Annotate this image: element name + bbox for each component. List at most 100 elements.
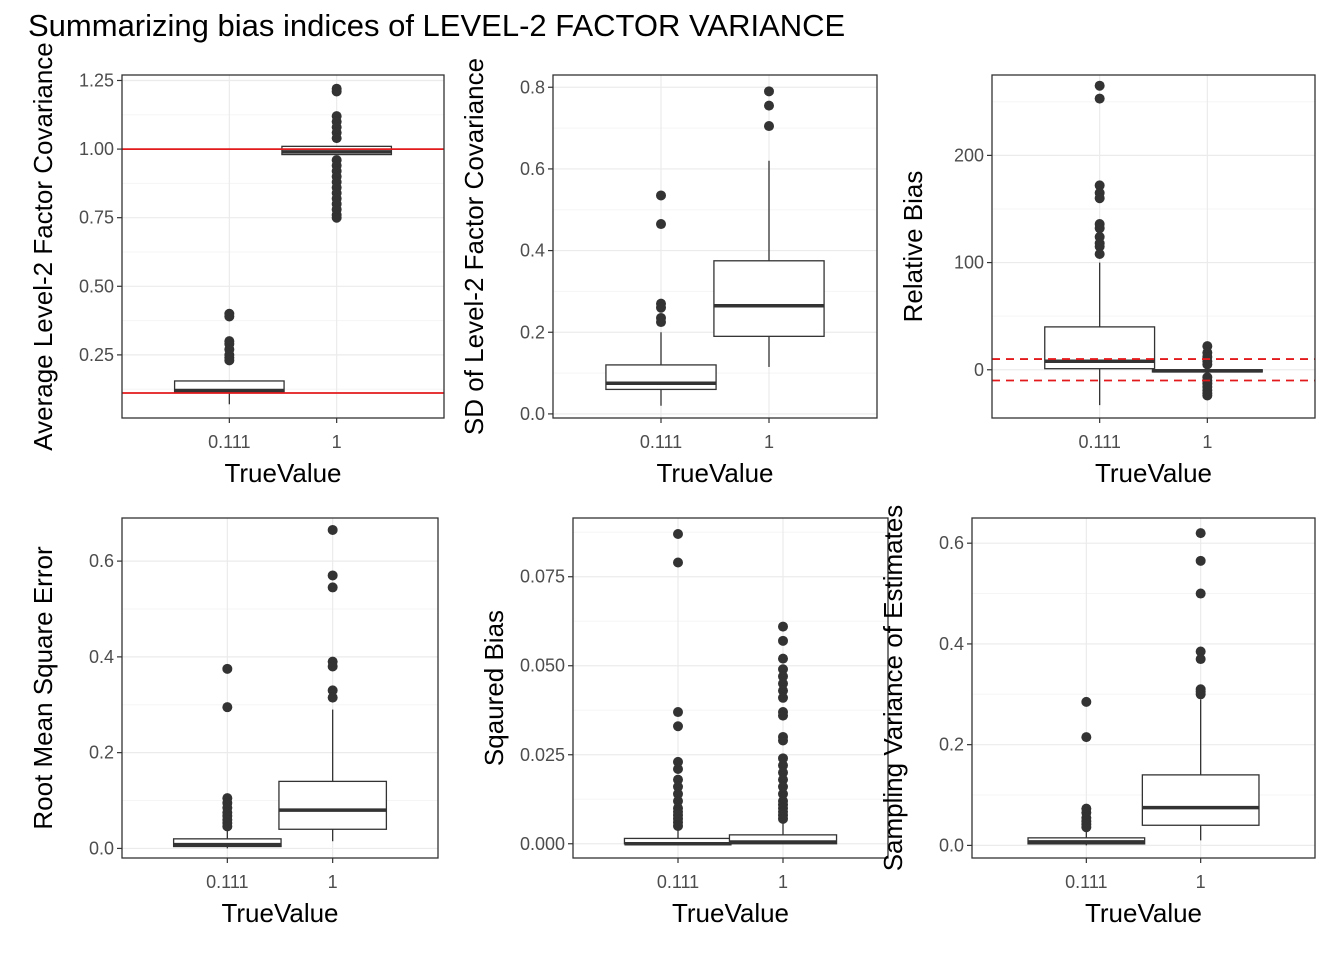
- y-tick-label: 0.2: [939, 735, 964, 755]
- outlier-point: [222, 702, 233, 713]
- outlier-point: [673, 796, 683, 807]
- plot-panel-5: 0.000 0.025 0.050 0.075 0.111 1 TrueValue Sqaur…: [479, 517, 889, 928]
- outlier-point: [673, 774, 683, 785]
- outlier-point: [764, 121, 774, 132]
- x-tick-label: 1: [764, 432, 774, 452]
- outlier-point: [778, 653, 788, 664]
- outlier-point: [1081, 732, 1092, 743]
- plot-panel-3: 0 100 200 0.111 1 TrueValue Relative Bias: [898, 74, 1316, 488]
- outlier-point: [778, 774, 788, 785]
- outlier-point: [224, 311, 235, 322]
- outlier-point: [1094, 193, 1105, 204]
- x-axis-title: TrueValue: [1085, 898, 1202, 928]
- outlier-point: [1195, 555, 1206, 566]
- iqr-box: [713, 260, 825, 337]
- box-1: [1141, 528, 1260, 841]
- outlier-point: [778, 760, 788, 771]
- outlier-point: [1202, 359, 1213, 370]
- y-tick-label: 0.6: [939, 533, 964, 553]
- box-1: [1151, 341, 1263, 401]
- y-axis-title: Average Level-2 Factor Covariance: [28, 42, 58, 451]
- x-tick-label: 0.111: [208, 432, 250, 452]
- y-tick-label: 1.00: [79, 139, 114, 159]
- outlier-point: [327, 685, 338, 696]
- outlier-point: [778, 735, 788, 746]
- iqr-box: [278, 780, 388, 830]
- outlier-point: [1094, 180, 1105, 191]
- plot-panel-2: 0.0 0.2 0.4 0.6 0.8 0.111 1 TrueValue SD of Leve…: [459, 58, 878, 488]
- x-axis-title: TrueValue: [1095, 458, 1212, 488]
- box-0.111: [1044, 80, 1156, 406]
- outlier-point: [764, 100, 774, 111]
- outlier-point: [673, 721, 683, 732]
- page-title: Summarizing bias indices of LEVEL-2 FACT…: [28, 8, 846, 43]
- panel-border: [552, 74, 878, 419]
- y-tick-label: 200: [954, 145, 984, 165]
- outlier-point: [1081, 696, 1092, 707]
- y-tick-label: 0.6: [520, 159, 545, 179]
- x-tick-label: 1: [1202, 432, 1212, 452]
- x-tick-label: 1: [778, 872, 788, 892]
- outlier-point: [673, 756, 683, 767]
- y-tick-label: 0.075: [520, 567, 565, 587]
- outlier-point: [1195, 654, 1206, 665]
- x-tick-label: 0.111: [1065, 872, 1107, 892]
- box-1: [713, 86, 825, 367]
- outlier-point: [673, 557, 683, 568]
- outlier-point: [222, 663, 233, 674]
- x-tick-label: 1: [332, 432, 342, 452]
- outlier-point: [778, 678, 788, 689]
- box-0.111: [172, 663, 282, 849]
- panel-border: [121, 74, 445, 419]
- y-tick-label: 0.2: [89, 743, 114, 763]
- x-tick-label: 0.111: [640, 432, 682, 452]
- y-tick-label: 0.0: [939, 835, 964, 855]
- outlier-point: [327, 570, 338, 581]
- outlier-point: [673, 781, 683, 792]
- x-tick-label: 0.111: [657, 872, 699, 892]
- outlier-point: [331, 86, 342, 97]
- x-tick-label: 1: [1196, 872, 1206, 892]
- outlier-point: [764, 86, 774, 97]
- outlier-point: [1081, 822, 1092, 833]
- x-tick-label: 0.111: [1078, 432, 1120, 452]
- outlier-point: [1094, 241, 1105, 252]
- outlier-point: [778, 813, 788, 824]
- box-0.111: [1027, 696, 1146, 846]
- outlier-point: [778, 788, 788, 799]
- box-1: [278, 524, 388, 842]
- iqr-box: [605, 364, 717, 391]
- y-tick-label: 100: [954, 253, 984, 273]
- outlier-point: [656, 219, 666, 230]
- outlier-point: [778, 671, 788, 682]
- outlier-point: [222, 821, 233, 832]
- outlier-point: [673, 788, 683, 799]
- y-tick-label: 0.75: [79, 208, 114, 228]
- outlier-point: [656, 317, 666, 328]
- outlier-point: [778, 635, 788, 646]
- x-tick-label: 1: [328, 872, 338, 892]
- panel-border: [991, 74, 1316, 419]
- outlier-point: [1094, 93, 1105, 104]
- iqr-box: [1141, 774, 1260, 826]
- outlier-point: [327, 661, 338, 672]
- y-tick-label: 0.025: [520, 745, 565, 765]
- outlier-point: [331, 212, 342, 223]
- y-tick-label: 0.4: [520, 241, 545, 261]
- outlier-point: [656, 302, 666, 313]
- y-axis-title: Root Mean Square Error: [28, 546, 58, 830]
- outlier-point: [1094, 80, 1105, 91]
- y-tick-label: 0.0: [89, 838, 114, 858]
- outlier-point: [1195, 689, 1206, 700]
- y-tick-label: 0.2: [520, 322, 545, 342]
- y-tick-label: 0.4: [939, 634, 964, 654]
- outlier-point: [327, 692, 338, 703]
- outlier-point: [327, 524, 338, 535]
- outlier-point: [1094, 223, 1105, 234]
- outlier-point: [778, 767, 788, 778]
- outlier-point: [331, 133, 342, 144]
- outlier-point: [1202, 390, 1213, 401]
- y-axis-title: Sqaured Bias: [479, 610, 509, 766]
- outlier-point: [673, 529, 683, 540]
- outlier-point: [778, 664, 788, 675]
